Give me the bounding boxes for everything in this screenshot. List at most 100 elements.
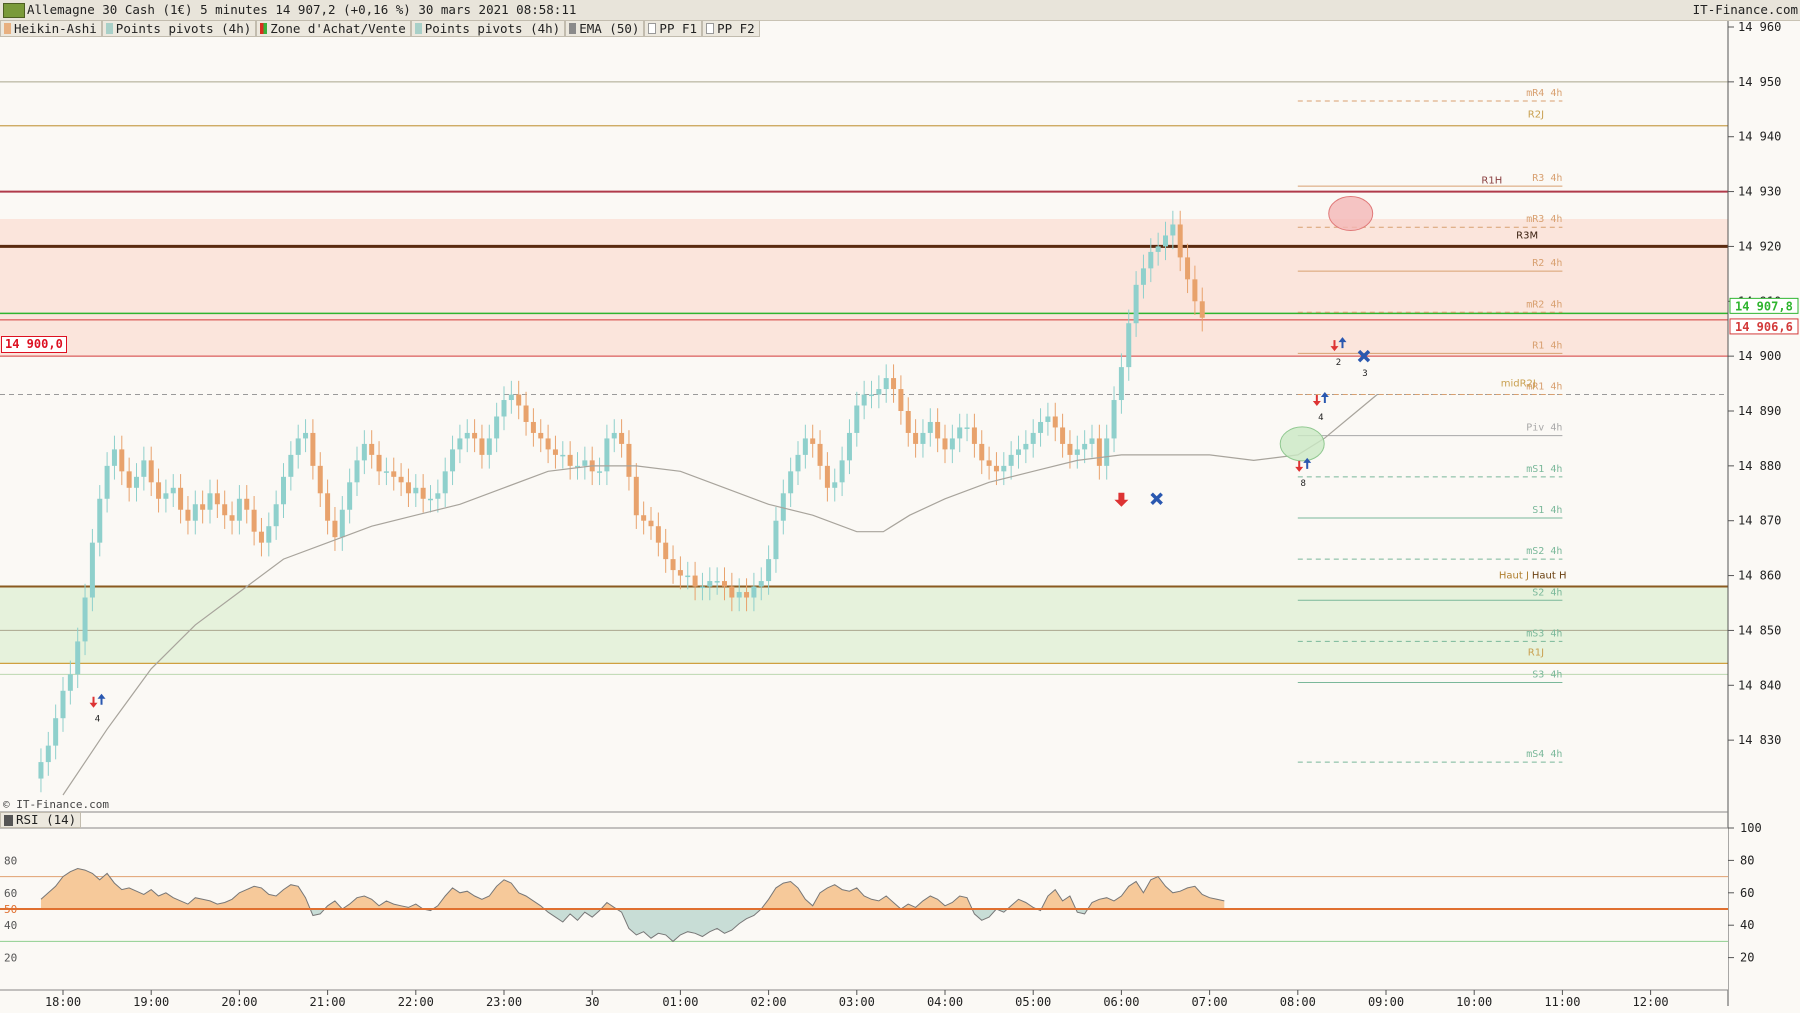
candle-body [1104, 438, 1110, 466]
pivot-label: mS3 4h [1526, 628, 1562, 639]
legend-item-ema[interactable]: EMA (50) [565, 20, 645, 37]
candle-body [192, 504, 198, 521]
candle-body [141, 460, 147, 477]
candle-body [391, 471, 397, 477]
rsi-y-tick-label: 100 [1740, 821, 1762, 835]
candle-body [942, 438, 948, 450]
pivot-label: S2 4h [1532, 587, 1562, 598]
candle-body [788, 471, 794, 494]
candle-body [1185, 257, 1191, 280]
candle-body [530, 421, 536, 433]
legend-item-ppf2[interactable]: PP F2 [702, 20, 760, 37]
pivot-label: S3 4h [1532, 670, 1562, 681]
rsi-y-tick-label: 80 [1740, 853, 1754, 867]
candle-body [758, 581, 764, 587]
x-tick-label: 01:00 [662, 995, 698, 1009]
itf-logo-icon [3, 3, 25, 18]
price-alert-tag[interactable]: 14 900,0 [1, 336, 67, 353]
candle-body [251, 509, 257, 532]
candle-body [1118, 367, 1124, 401]
candle-body [464, 432, 470, 439]
x-tick-label: 02:00 [751, 995, 787, 1009]
candle-body [501, 400, 507, 417]
zone-resistance [0, 219, 1728, 357]
candle-body [1015, 449, 1021, 455]
candle-body [266, 526, 272, 543]
sell-arrow-icon [1330, 340, 1339, 352]
signal-count-label: 8 [1300, 479, 1305, 489]
last-price-box [1729, 318, 1799, 335]
legend-item-zone[interactable]: Zone d'Achat/Vente [256, 20, 411, 37]
candle-body [222, 504, 228, 516]
rsi-left-tick-label: 80 [4, 854, 17, 867]
candle-body [854, 405, 860, 433]
candle-body [45, 745, 51, 763]
last-price-label: 14 907,8 [1735, 299, 1793, 313]
legend-swatch-icon [706, 23, 715, 34]
candle-body [927, 421, 933, 433]
legend-label: Heikin-Ashi [14, 21, 97, 36]
candle-body [604, 438, 610, 472]
legend-label: PP F1 [659, 21, 698, 36]
candle-body [1067, 443, 1073, 455]
y-axis-background [1728, 0, 1800, 1013]
y-tick-label: 14 930 [1738, 185, 1781, 199]
candle-body [773, 520, 779, 560]
pivot-label: mR3 4h [1526, 214, 1562, 225]
candle-body [1140, 268, 1146, 285]
pivot-label: mS2 4h [1526, 546, 1562, 557]
y-tick-label: 14 920 [1738, 239, 1781, 253]
candle-body [641, 515, 647, 521]
signal-count-label: 2 [1336, 358, 1341, 368]
legend-item-ppf1[interactable]: PP F1 [644, 20, 703, 37]
candle-body [229, 515, 235, 521]
y-tick-label: 14 890 [1738, 404, 1781, 418]
rsi-y-tick-label: 20 [1740, 951, 1754, 965]
legend-item-heikin-ashi[interactable]: Heikin-Ashi [0, 20, 102, 37]
candle-body [677, 570, 683, 576]
legend-item-rsi[interactable]: RSI (14) [0, 812, 82, 828]
candle-body [244, 498, 250, 510]
candle-body [817, 443, 823, 466]
candle-body [736, 592, 742, 598]
candle-body [575, 465, 580, 468]
sell-arrow-icon [89, 696, 98, 708]
candle-body [714, 581, 720, 583]
legend-label: Points pivots (4h) [424, 21, 561, 36]
rsi-y-tick-label: 60 [1740, 886, 1754, 900]
candle-body [1148, 251, 1154, 269]
highlight-circle [1328, 196, 1374, 232]
x-tick-label: 19:00 [133, 995, 169, 1009]
candle-body [1001, 465, 1007, 472]
candle-body [935, 421, 941, 439]
y-tick-label: 14 880 [1738, 459, 1781, 473]
candle-body [729, 586, 735, 598]
candle-body [619, 432, 625, 444]
candle-body [832, 482, 838, 488]
candle-body [273, 504, 279, 527]
candle-body [839, 460, 845, 483]
pivot-label: Piv 4h [1526, 423, 1562, 434]
rsi-overbought-fill [40, 868, 1225, 909]
legend-swatch-icon [260, 23, 268, 34]
candle-body [824, 465, 830, 488]
rsi-left-tick-label: 60 [4, 887, 17, 900]
x-tick-label: 09:00 [1368, 995, 1404, 1009]
x-tick-label: 05:00 [1015, 995, 1051, 1009]
candle-body [288, 454, 294, 477]
candle-body [523, 405, 529, 422]
pivot-label: R2 4h [1532, 258, 1562, 269]
legend-item-pivots-1[interactable]: Points pivots (4h) [101, 20, 257, 37]
candle-body [97, 498, 103, 543]
candle-body [60, 690, 66, 719]
candle-body [663, 542, 669, 560]
candle-body [780, 493, 786, 521]
candle-body [156, 482, 162, 499]
candle-body [913, 432, 919, 444]
candle-body [295, 438, 301, 455]
candle-body [552, 449, 558, 455]
candle-body [207, 493, 213, 510]
copyright-label: © IT-Finance.com [3, 798, 109, 811]
legend-item-pivots-2[interactable]: Points pivots (4h) [410, 20, 566, 37]
